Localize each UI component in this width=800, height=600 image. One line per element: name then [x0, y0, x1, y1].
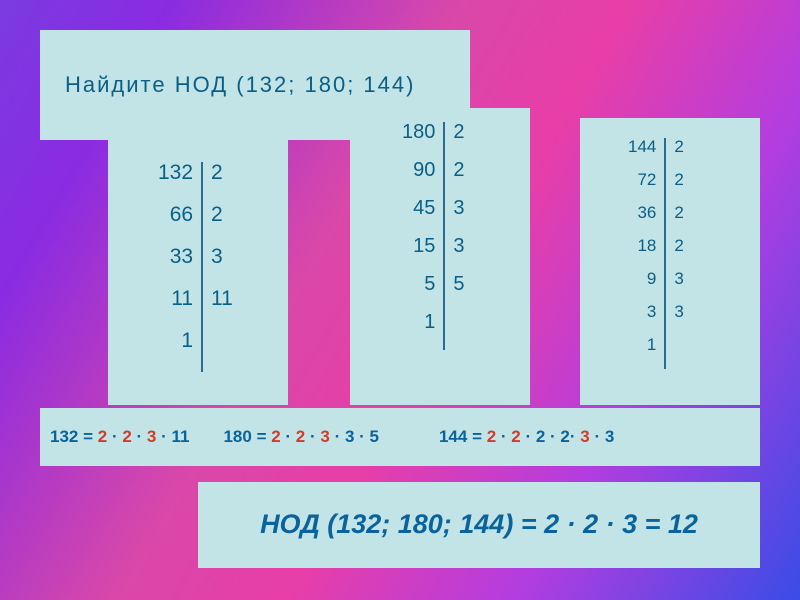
answer-text: НОД (132; 180; 144) = 2 · 2 · 3 = 12	[260, 507, 698, 542]
factor3-right: 222233	[664, 138, 683, 369]
factor3-left: 144723618931	[628, 138, 664, 369]
factor1-left: 1326633111	[158, 162, 201, 372]
factor-panel-132: 1326633111 22311	[108, 140, 288, 405]
eq-180: 180 = 2 · 2 · 3 · 3 · 5	[223, 427, 379, 447]
factor2-right: 22335	[443, 122, 464, 350]
factor2-left: 18090451551	[402, 122, 443, 350]
factor1-right: 22311	[201, 162, 233, 372]
eq-132: 132 = 2 · 2 · 3 · 11	[50, 427, 189, 447]
equations-panel: 132 = 2 · 2 · 3 · 11 180 = 2 · 2 · 3 · 3…	[40, 408, 760, 466]
answer-panel: НОД (132; 180; 144) = 2 · 2 · 3 = 12	[198, 482, 760, 568]
eq-144: 144 = 2 · 2 · 2 · 2· 3 · 3	[439, 427, 614, 447]
factor-panel-180: 18090451551 22335	[350, 108, 530, 405]
title-text: Найдите НОД (132; 180; 144)	[65, 72, 415, 98]
factor-panel-144: 144723618931 222233	[580, 118, 760, 405]
